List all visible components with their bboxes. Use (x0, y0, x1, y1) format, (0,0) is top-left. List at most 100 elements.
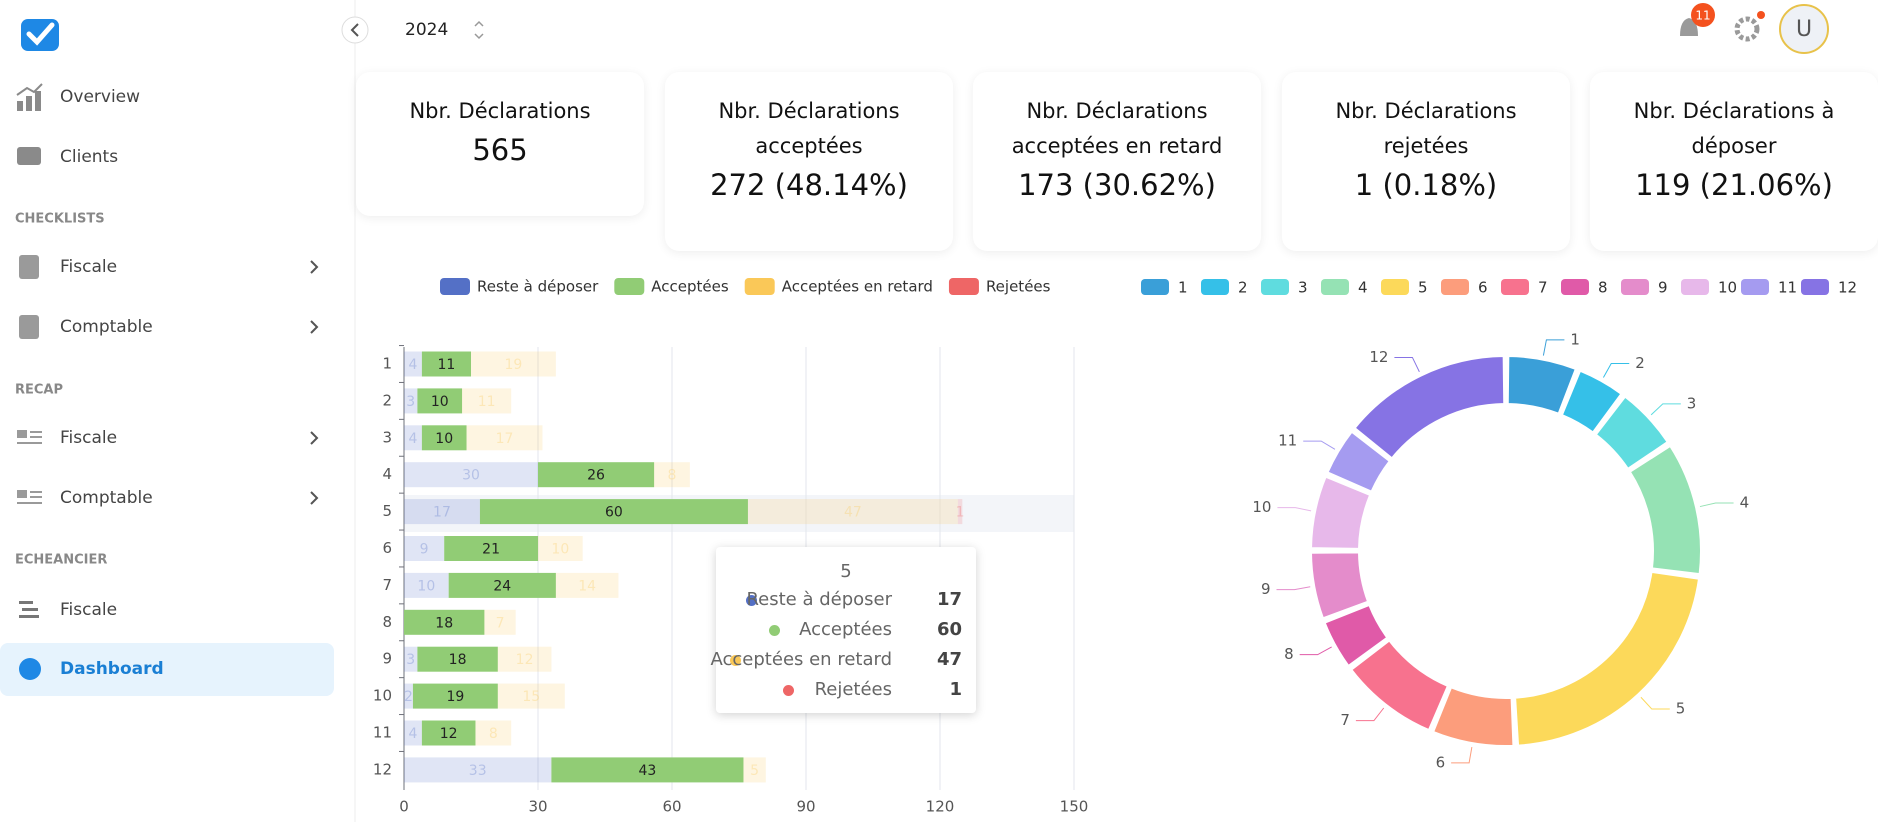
nav-item[interactable]: Overview (60, 87, 140, 107)
legend-swatch (614, 278, 645, 295)
donut-slice (1353, 355, 1506, 460)
bar-label: 4 (408, 431, 417, 447)
kpi-value: 565 (472, 133, 528, 167)
bar-segment (404, 572, 449, 598)
active-item-bg (0, 643, 334, 696)
tooltip-name: Acceptées en retard (710, 649, 892, 670)
legend-swatch (1261, 279, 1289, 295)
y-tick-label: 11 (373, 724, 392, 742)
section-title: RECAP (15, 383, 63, 398)
bar-segment (404, 536, 445, 561)
label-line (1299, 646, 1332, 656)
bell-icon[interactable] (1680, 18, 1698, 36)
bar-segment (417, 646, 498, 672)
avatar-initial: U (1796, 17, 1812, 42)
bar-segment (448, 572, 556, 598)
bar-segment (484, 609, 516, 635)
bar-segment (404, 351, 422, 377)
kpi-card: Nbr. Déclarations à déposer 119 (21.06%) (1590, 72, 1878, 251)
bar-label: 24 (493, 578, 511, 594)
legend-label: 8 (1598, 279, 1608, 297)
bar-label: 10 (417, 578, 435, 594)
kpi-card: Nbr. Déclarations acceptées en retard 173… (973, 72, 1261, 251)
tooltip-dot (730, 655, 741, 666)
kpi-card: Nbr. Déclarations acceptées 272 (48.14%) (665, 72, 953, 251)
tooltip: 5 Reste à déposer 17 Acceptées 60 Acceptées … (711, 547, 976, 713)
bar-segment (497, 683, 565, 709)
nav-item[interactable]: Clients (60, 147, 118, 167)
settings-dot (1757, 11, 1765, 19)
bar-segment (743, 757, 766, 783)
chevron[interactable] (310, 491, 319, 505)
kpi-title: Nbr. Déclarations (409, 99, 591, 123)
chevron[interactable] (310, 260, 319, 274)
legend-swatch (1501, 279, 1529, 295)
nav-item[interactable]: Fiscale (60, 257, 117, 277)
tooltip-title: 5 (840, 561, 852, 582)
bar-segment (538, 462, 655, 488)
tooltip-value: 1 (949, 679, 962, 700)
slice-label: 8 (1284, 645, 1294, 663)
chevron[interactable] (310, 431, 319, 445)
bar-label: 8 (668, 468, 677, 484)
tooltip-name: Rejetées (814, 679, 892, 700)
chevron[interactable] (310, 320, 319, 334)
nav-item[interactable]: Fiscale (60, 600, 117, 620)
bar-segment (421, 425, 467, 451)
legend-label: Reste à déposer (477, 278, 599, 296)
kpi-card: Nbr. Déclarations rejetées 1 (0.18%) (1282, 72, 1570, 251)
bar-segment (412, 683, 498, 709)
avatar[interactable] (1779, 4, 1829, 54)
bar-label: 33 (469, 763, 487, 779)
y-tick-label: 2 (382, 391, 392, 409)
settings-icon[interactable] (1734, 16, 1760, 42)
bar-label: 10 (435, 431, 453, 447)
donut-slice (1323, 604, 1389, 667)
nav-item-active[interactable]: Dashboard (60, 659, 164, 679)
tooltip-row: Rejetées 1 (716, 675, 976, 705)
bar-label: 19 (505, 357, 523, 373)
label-line (1542, 339, 1565, 356)
legend-label: 1 (1178, 279, 1188, 297)
nav-item[interactable]: Comptable (60, 488, 153, 508)
kpi-value: 1 (0.18%) (1354, 168, 1498, 202)
bar-segment (404, 720, 422, 746)
bar-label: 2 (404, 689, 413, 705)
nav-item[interactable]: Fiscale (60, 428, 117, 448)
x-tick-label: 120 (926, 798, 955, 816)
x-tick-label: 90 (796, 798, 815, 816)
bar-segment (421, 351, 471, 377)
bar-label: 9 (420, 542, 429, 558)
nav-item[interactable]: Comptable (60, 317, 153, 337)
slice-label: 4 (1740, 493, 1750, 511)
y-tick-label: 10 (373, 687, 392, 705)
tooltip-row: Acceptées 60 (716, 615, 976, 645)
legend-label: Acceptées (651, 278, 729, 296)
tooltip-value: 17 (936, 589, 962, 610)
tooltip-value: 60 (936, 619, 962, 640)
donut-slice (1432, 686, 1515, 747)
bar-label: 43 (639, 763, 657, 779)
tooltip-dot (783, 685, 794, 696)
legend-label: 6 (1478, 279, 1488, 297)
tooltip-value: 47 (936, 649, 962, 670)
bar-label: 60 (605, 505, 623, 521)
clients-icon (17, 147, 41, 165)
slice-label: 3 (1687, 394, 1697, 412)
legend-swatch (1381, 279, 1409, 295)
tooltip-row: Reste à déposer 17 (716, 585, 976, 615)
bar-segment (555, 572, 619, 598)
bar-label: 1 (956, 505, 965, 521)
bar-segment (497, 646, 552, 672)
legend-swatch (1321, 279, 1349, 295)
bar-segment (475, 720, 512, 746)
year-select[interactable]: 2024 (405, 20, 448, 40)
collapse-button[interactable] (341, 16, 369, 44)
tooltip-name: Reste à déposer (746, 589, 892, 610)
y-tick-label: 12 (373, 760, 392, 778)
slice-label: 9 (1261, 580, 1271, 598)
notification-badge (1691, 3, 1715, 27)
y-tick-label: 4 (382, 465, 392, 483)
kpi-title: Nbr. Déclarations rejetées (1335, 99, 1517, 158)
section-title: CHECKLISTS (15, 212, 105, 227)
